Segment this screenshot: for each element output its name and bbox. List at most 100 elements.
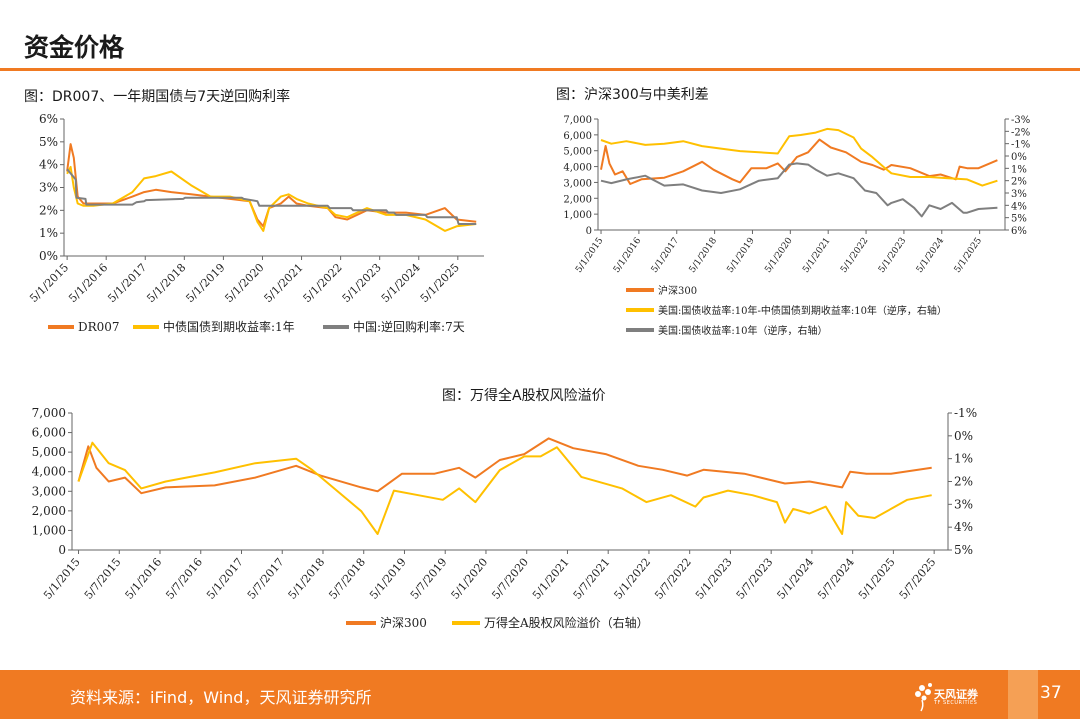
c2-legend-label-2: 美国:国债收益率:10年-中债国债到期收益率:10年（逆序，右轴） bbox=[658, 304, 947, 317]
c3-x-tick-label: 5/7/2022 bbox=[652, 556, 694, 602]
c2-x-tick-label: 5/1/2024 bbox=[915, 236, 947, 275]
c3-legend-label-1: 沪深300 bbox=[380, 616, 427, 630]
c2-y2-tick-label: -3% bbox=[1011, 115, 1030, 126]
c1-series-line-1 bbox=[66, 143, 477, 228]
c3-x-tick-label: 5/1/2015 bbox=[41, 556, 83, 602]
page-title: 资金价格 bbox=[24, 33, 125, 62]
c3-x-tick-label: 5/7/2023 bbox=[734, 556, 776, 602]
c2-series-line-2 bbox=[600, 127, 998, 187]
c2-x-tick-label: 5/1/2021 bbox=[801, 236, 832, 275]
c2-x-tick-label: 5/1/2025 bbox=[953, 236, 985, 275]
c2-legend-label-3: 美国:国债收益率:10年（逆序，右轴） bbox=[658, 324, 827, 337]
c3-legend-label-2: 万得全A股权风险溢价（右轴） bbox=[484, 615, 649, 630]
c2-y-tick-label: 1,000 bbox=[563, 210, 592, 221]
c3-x-tick-label: 5/1/2025 bbox=[856, 556, 898, 602]
c3-x-tick-label: 5/1/2019 bbox=[367, 556, 409, 602]
c1-y-tick-label: 4% bbox=[39, 158, 58, 172]
c2-x-tick-label: 5/1/2020 bbox=[763, 236, 795, 275]
c2-y-tick-label: 0 bbox=[586, 226, 592, 237]
title-divider bbox=[0, 68, 1080, 71]
c3-y2-tick-label: 2% bbox=[954, 475, 973, 489]
c3-y2-tick-label: 0% bbox=[954, 429, 973, 443]
logo-subtext: TF SECURITIES bbox=[934, 700, 978, 706]
c3-x-tick-label: 5/1/2018 bbox=[286, 556, 328, 602]
c2-x-tick-label: 5/1/2023 bbox=[877, 236, 909, 275]
c2-y-tick-label: 4,000 bbox=[563, 163, 592, 174]
c3-x-tick-label: 5/7/2021 bbox=[571, 556, 613, 602]
c1-x-tick-label: 5/1/2022 bbox=[301, 261, 345, 305]
c2-y2-tick-label: 0% bbox=[1011, 152, 1027, 163]
c2-y2-tick-label: 1% bbox=[1011, 164, 1027, 175]
c2-x-tick-label: 5/1/2016 bbox=[612, 236, 644, 275]
footer-bar bbox=[0, 670, 1080, 719]
c2-y2-tick-label: 6% bbox=[1011, 226, 1027, 237]
c2-y2-tick-label: 5% bbox=[1011, 214, 1027, 225]
c1-x-tick-label: 5/1/2024 bbox=[379, 261, 423, 305]
c3-x-tick-label: 5/1/2017 bbox=[204, 556, 246, 602]
c3-x-tick-label: 5/7/2020 bbox=[489, 556, 531, 602]
c3-x-tick-label: 5/1/2016 bbox=[123, 556, 165, 602]
c3-y2-tick-label: -1% bbox=[954, 406, 977, 420]
c3-y-tick-label: 4,000 bbox=[32, 465, 66, 479]
c3-y2-tick-label: 3% bbox=[954, 497, 973, 511]
c1-x-tick-label: 5/1/2021 bbox=[262, 261, 306, 305]
c2-x-tick-label: 5/1/2017 bbox=[650, 236, 682, 275]
c3-y-tick-label: 5,000 bbox=[32, 445, 66, 459]
c2-x-tick-label: 5/1/2015 bbox=[574, 236, 606, 275]
c2-y-tick-label: 2,000 bbox=[563, 194, 592, 205]
c3-x-tick-label: 5/7/2025 bbox=[897, 556, 939, 602]
c3-y-tick-label: 3,000 bbox=[32, 484, 66, 498]
c1-series-line-3 bbox=[66, 168, 477, 225]
c3-y2-tick-label: 1% bbox=[954, 452, 973, 466]
c2-y-tick-label: 6,000 bbox=[563, 131, 592, 142]
c1-x-tick-label: 5/1/2015 bbox=[27, 261, 71, 305]
c1-y-tick-label: 5% bbox=[39, 135, 58, 149]
c3-x-tick-label: 5/1/2021 bbox=[530, 556, 572, 602]
c2-x-tick-label: 5/1/2018 bbox=[688, 236, 720, 275]
c3-x-tick-label: 5/7/2024 bbox=[815, 556, 857, 602]
c2-x-tick-label: 5/1/2022 bbox=[839, 236, 870, 275]
c3-x-tick-label: 5/7/2017 bbox=[245, 556, 287, 602]
c3-x-tick-label: 5/1/2023 bbox=[693, 556, 735, 602]
c2-y2-tick-label: -1% bbox=[1011, 140, 1030, 151]
c3-x-tick-label: 5/1/2024 bbox=[774, 556, 816, 602]
c2-y-tick-label: 5,000 bbox=[563, 147, 592, 158]
c2-x-tick-label: 5/1/2019 bbox=[726, 236, 758, 275]
c1-y-tick-label: 3% bbox=[39, 181, 58, 195]
flower-logo-icon bbox=[915, 683, 932, 712]
c3-y-tick-label: 1,000 bbox=[32, 523, 66, 537]
c1-y-tick-label: 0% bbox=[39, 249, 58, 263]
c1-legend-label-1: DR007 bbox=[78, 320, 120, 334]
c3-series-line-1 bbox=[77, 437, 932, 495]
c1-x-tick-label: 5/1/2025 bbox=[418, 261, 462, 305]
c2-y-tick-label: 3,000 bbox=[563, 178, 592, 189]
c1-y-tick-label: 6% bbox=[39, 112, 58, 126]
c3-y-tick-label: 2,000 bbox=[32, 504, 66, 518]
c1-x-tick-label: 5/1/2018 bbox=[144, 261, 188, 305]
c1-x-tick-label: 5/1/2020 bbox=[222, 261, 266, 305]
c3-x-tick-label: 5/1/2020 bbox=[449, 556, 491, 602]
c2-y2-tick-label: -2% bbox=[1011, 127, 1030, 138]
footer-accent-block bbox=[1008, 670, 1038, 719]
c1-y-tick-label: 1% bbox=[39, 226, 58, 240]
c1-x-tick-label: 5/1/2019 bbox=[183, 261, 227, 305]
c3-y-tick-label: 7,000 bbox=[32, 406, 66, 420]
c2-series-line-3 bbox=[600, 162, 998, 218]
c3-y2-tick-label: 5% bbox=[954, 543, 973, 557]
logo-text: 天风证券 bbox=[934, 688, 978, 701]
chart2-title: 图：沪深300与中美利差 bbox=[556, 87, 709, 103]
c2-y2-tick-label: 3% bbox=[1011, 189, 1027, 200]
c1-legend-label-2: 中债国债到期收益率:1年 bbox=[163, 319, 295, 334]
c2-legend-label-1: 沪深300 bbox=[658, 284, 697, 297]
c2-y2-tick-label: 4% bbox=[1011, 201, 1027, 212]
c2-y-tick-label: 7,000 bbox=[563, 115, 592, 126]
page-number: 37 bbox=[1040, 683, 1062, 703]
footer-source: 资料来源：iFind，Wind，天风证券研究所 bbox=[70, 688, 372, 707]
chart3-title: 图：万得全A股权风险溢价 bbox=[442, 388, 606, 404]
c1-x-tick-label: 5/1/2017 bbox=[105, 261, 149, 305]
c1-x-tick-label: 5/1/2016 bbox=[66, 261, 110, 305]
c3-x-tick-label: 5/7/2015 bbox=[82, 556, 124, 602]
c3-y-tick-label: 6,000 bbox=[32, 426, 66, 440]
charts-canvas: 0%1%2%3%4%5%6%5/1/20155/1/20165/1/20175/… bbox=[27, 112, 1030, 630]
c3-y-tick-label: 0 bbox=[58, 543, 66, 557]
